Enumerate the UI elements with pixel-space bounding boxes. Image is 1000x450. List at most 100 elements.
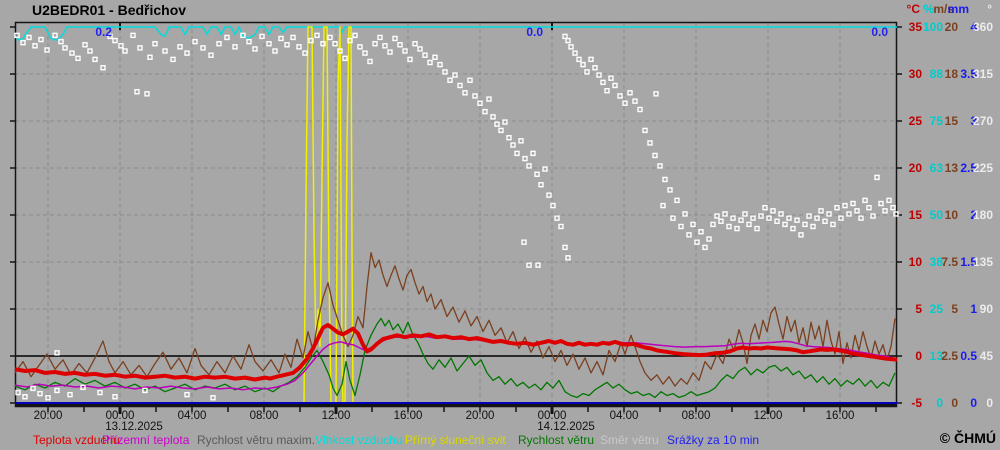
legend-teplota-vzduchu: Teplota vzduchu [33,433,120,447]
wind-direction-point [662,176,668,183]
wind-direction-point [627,90,633,96]
wind-direction-point [746,221,752,228]
wind-direction-point [762,204,768,211]
wind-direction-point [412,41,418,47]
wind-direction-point [782,221,788,228]
wind-direction-point [224,34,230,41]
wind-direction-point [22,394,28,400]
wind-direction-point [112,394,118,400]
wind-direction-point [367,58,373,65]
wind-direction-point [184,391,190,398]
axis-value: 135 [972,255,993,269]
wind-direction-point [457,82,463,89]
wind-direction-point [80,384,86,391]
wind-direction-point [372,41,378,47]
axis-value: 15 [908,208,922,222]
axis-value: 3 [970,114,977,128]
wind-direction-point [850,200,856,207]
x-tick-label: 16:00 [825,410,855,422]
axis-value: 2 [970,208,977,222]
wind-direction-point [698,229,704,235]
wind-direction-point [834,204,840,211]
wind-direction-point [584,69,590,75]
plot-area [10,21,902,414]
wind-direction-point [30,385,36,392]
axis-value: 0.5 [960,349,977,363]
wind-direction-point [402,48,408,54]
wind-direction-point [576,56,582,63]
wind-direction-point [694,239,700,245]
wind-direction-point [45,395,51,401]
wind-direction-point [870,213,876,219]
x-tick-label: 20:00 [33,410,63,422]
wind-direction-point [890,204,896,211]
wind-direction-point [38,36,44,43]
legend-sm-r-v-tru: Směr větru [600,433,659,447]
axis-value: 3.5 [960,67,977,81]
wind-gust-line [14,251,896,387]
wind-direction-point [612,82,618,89]
wind-direction-point [407,56,413,63]
wind-direction-point [838,215,844,221]
axis-value: 50 [929,208,943,222]
wind-direction-point [667,187,673,193]
wind-direction-point [177,44,183,50]
axis-value: 2.5 [960,161,977,175]
wind-direction-point [526,163,532,169]
axis-value: 5 [915,302,922,316]
axis-value: 100 [922,20,943,34]
wind-direction-point [522,155,528,162]
wind-direction-point [818,208,824,214]
axis-value: 7.5 [941,255,958,269]
x-tick-label: 12:00 [753,410,783,422]
wind-direction-point [538,182,544,188]
wind-direction-point [572,50,578,56]
axis-value: 1.5 [960,255,977,269]
wind-direction-point [296,44,302,50]
wind-direction-point [26,34,32,41]
wind-direction-point [69,50,75,56]
wind-direction-point [170,56,176,63]
wind-direction-point [730,215,736,221]
wind-direction-point [482,108,488,115]
axis-value: 20 [908,161,922,175]
axis-unit-%: % [923,2,934,16]
wind-direction-point [657,163,663,169]
wind-direction-point [810,223,816,230]
wind-direction-point [142,387,148,394]
wind-direction-point [726,223,732,230]
wind-direction-point [54,387,60,394]
wind-direction-point [284,42,290,48]
wind-direction-point [240,32,246,39]
ground-temp-line [14,335,898,391]
wind-direction-point [893,211,899,217]
wind-direction-point [112,37,118,44]
wind-direction-point [87,48,93,54]
axis-unit-°C: °C [906,2,920,16]
wind-direction-point [842,202,848,209]
wind-direction-point [632,98,638,104]
x-tick-label: 04:00 [609,410,639,422]
wind-direction-point [332,41,338,47]
axis-unit-m/s: m/s [933,2,954,16]
wind-direction-point [97,389,103,396]
axis-value: 4 [970,20,977,34]
axis-unit-°: ° [987,2,992,16]
copyright: © ČHMÚ [939,430,996,446]
wind-direction-point [122,48,128,54]
wind-direction-point [846,211,852,217]
wind-direction-point [54,350,60,356]
wind-direction-point [568,44,574,50]
axis-value: 0 [936,396,943,410]
wind-direction-point [826,211,832,217]
page-title: U2BEDR01 - Bedřichov [32,2,187,18]
wind-direction-point [802,221,808,228]
axis-value: 270 [972,114,993,128]
wind-direction-point [682,211,688,217]
wind-direction-point [546,192,552,198]
wind-direction-point [878,200,884,207]
wind-direction-point [259,33,265,40]
wind-direction-point [498,127,504,134]
wind-direction-point [216,41,222,47]
wind-direction-point [100,65,106,71]
